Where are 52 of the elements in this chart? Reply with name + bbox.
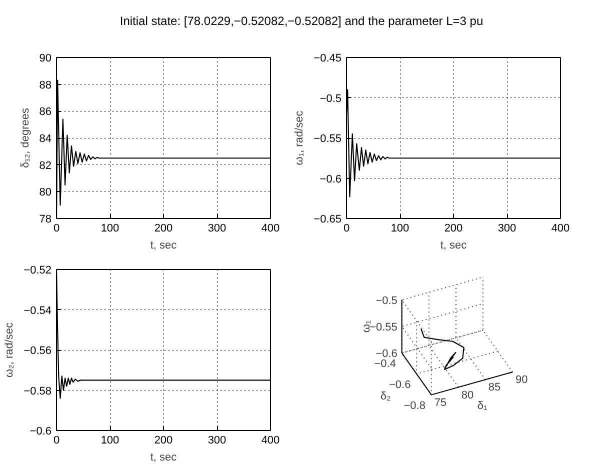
- y-tick-label: −0.6: [320, 173, 342, 186]
- x-tick-label: 0: [53, 434, 60, 446]
- y-tick-label: 82: [39, 160, 52, 172]
- x-tick-label: 300: [208, 222, 226, 234]
- y-tick-label: −0.55: [314, 133, 342, 145]
- text: −0.4: [374, 358, 396, 370]
- text: 85: [488, 382, 501, 394]
- y-axis-title: δ₁₂, degrees: [19, 108, 32, 168]
- text: −0.5: [376, 294, 398, 307]
- y-axis-title: ω₁, rad/sec: [294, 110, 306, 166]
- y-tick-label: 90: [39, 52, 52, 64]
- x-axis-title: t, sec: [150, 240, 178, 252]
- text: −0.8: [404, 400, 426, 412]
- y-tick-label: −0.58: [24, 385, 52, 398]
- x-tick-label: 200: [154, 222, 173, 234]
- y-tick-label: 88: [39, 79, 52, 92]
- x-tick-label: 400: [551, 222, 570, 234]
- text: −0.6: [388, 379, 411, 391]
- y-tick-label: −0.56: [24, 345, 52, 357]
- x-tick-label: 100: [100, 222, 120, 234]
- y-tick-label: −0.6: [30, 426, 52, 438]
- y-tick-label: 78: [39, 214, 52, 226]
- y-axis-title: ω₂, rad/sec: [4, 322, 16, 378]
- y-tick-label: −0.5: [320, 92, 342, 105]
- x-tick-label: 100: [100, 434, 120, 446]
- text: Initial state: [78.0229,−0.52082,−0.52082] and the parameter L=3 pu: [120, 13, 484, 30]
- text: ω₁: [360, 320, 372, 333]
- y-tick-label: −0.52: [24, 264, 52, 276]
- text: δ₂: [380, 390, 391, 403]
- x-tick-label: 300: [498, 222, 516, 234]
- x-tick-label: 200: [444, 222, 463, 234]
- text: 75: [434, 396, 447, 409]
- text: δ₁: [477, 400, 488, 412]
- y-tick-label: −0.54: [24, 304, 52, 317]
- text: −0.6: [376, 348, 398, 360]
- x-axis-title: t, sec: [440, 240, 468, 252]
- text: 90: [515, 374, 528, 386]
- x-tick-label: 0: [53, 222, 60, 234]
- text: −0.55: [370, 321, 398, 334]
- x-tick-label: 0: [343, 222, 350, 234]
- y-tick-label: −0.65: [314, 214, 342, 226]
- y-tick-label: 80: [39, 186, 52, 199]
- x-tick-label: 300: [208, 434, 226, 446]
- x-tick-label: 100: [390, 222, 410, 234]
- x-tick-label: 200: [154, 434, 173, 446]
- text: 80: [461, 389, 474, 402]
- x-tick-label: 400: [261, 222, 280, 234]
- x-axis-title: t, sec: [150, 452, 178, 464]
- x-tick-label: 400: [261, 434, 280, 446]
- y-tick-label: −0.45: [314, 52, 342, 64]
- y-tick-label: 86: [39, 106, 52, 118]
- y-tick-label: 84: [39, 133, 52, 145]
